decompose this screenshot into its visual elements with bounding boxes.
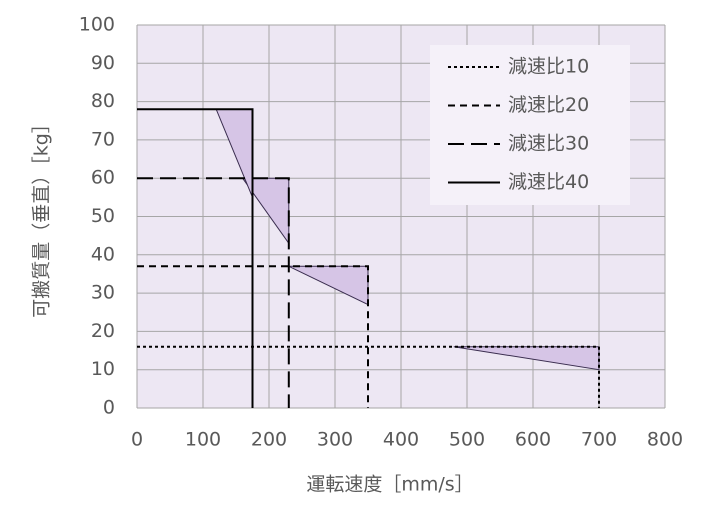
x-tick-label: 100 (185, 429, 221, 451)
x-tick-label: 200 (251, 429, 287, 451)
y-tick-label: 0 (103, 397, 115, 419)
x-tick-label: 0 (131, 429, 143, 451)
legend-label: 減速比10 (508, 56, 589, 78)
shaded-region (288, 265, 369, 306)
y-tick-label: 40 (91, 243, 115, 265)
y-tick-label: 10 (91, 358, 115, 380)
y-tick-label: 50 (91, 205, 115, 227)
y-tick-label: 60 (91, 167, 115, 189)
y-tick-label: 100 (79, 14, 115, 36)
legend-label: 減速比20 (508, 94, 589, 116)
x-tick-label: 300 (317, 429, 353, 451)
y-tick-label: 30 (91, 282, 115, 304)
legend-label: 減速比40 (508, 171, 589, 193)
y-tick-label: 90 (91, 52, 115, 74)
x-tick-label: 800 (647, 429, 683, 451)
series-line (137, 345, 600, 408)
x-tick-label: 400 (383, 429, 419, 451)
legend-box (430, 45, 630, 205)
series-line (137, 265, 369, 408)
x-axis-label: 運転速度［mm/s］ (306, 474, 473, 496)
x-tick-label: 500 (449, 429, 485, 451)
legend-label: 減速比30 (508, 133, 589, 155)
shaded-region (453, 346, 600, 371)
series-line (137, 108, 254, 408)
y-tick-label: 80 (91, 90, 115, 112)
y-tick-label: 20 (91, 320, 115, 342)
x-tick-label: 600 (515, 429, 551, 451)
series-line (137, 177, 290, 408)
x-tick-label: 700 (581, 429, 617, 451)
y-axis-label: 可搬質量（垂直）［kg］ (31, 114, 53, 318)
y-tick-label: 70 (91, 128, 115, 150)
